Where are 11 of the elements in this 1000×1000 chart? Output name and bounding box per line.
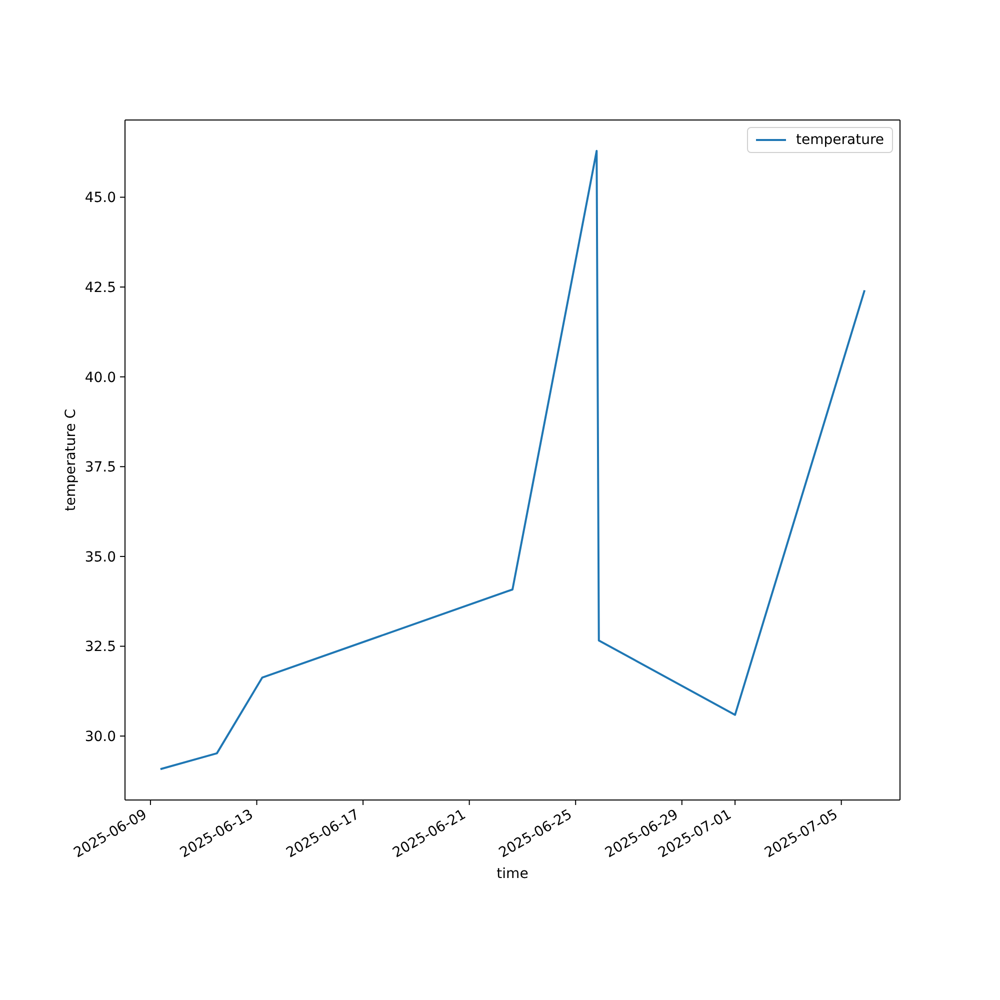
y-tick-label: 45.0: [84, 190, 116, 206]
y-axis-title: temperature C: [63, 408, 79, 512]
legend-label: temperature: [796, 131, 884, 149]
y-tick-label: 37.5: [84, 460, 116, 476]
y-tick-label: 42.5: [84, 280, 116, 296]
y-tick-label: 32.5: [84, 639, 116, 656]
line-series: [159, 150, 866, 770]
y-tick-label: 40.0: [84, 370, 116, 386]
y-tick-label: 30.0: [84, 729, 116, 746]
x-axis-title: time: [496, 866, 528, 882]
y-tick-label: 35.0: [84, 549, 116, 566]
